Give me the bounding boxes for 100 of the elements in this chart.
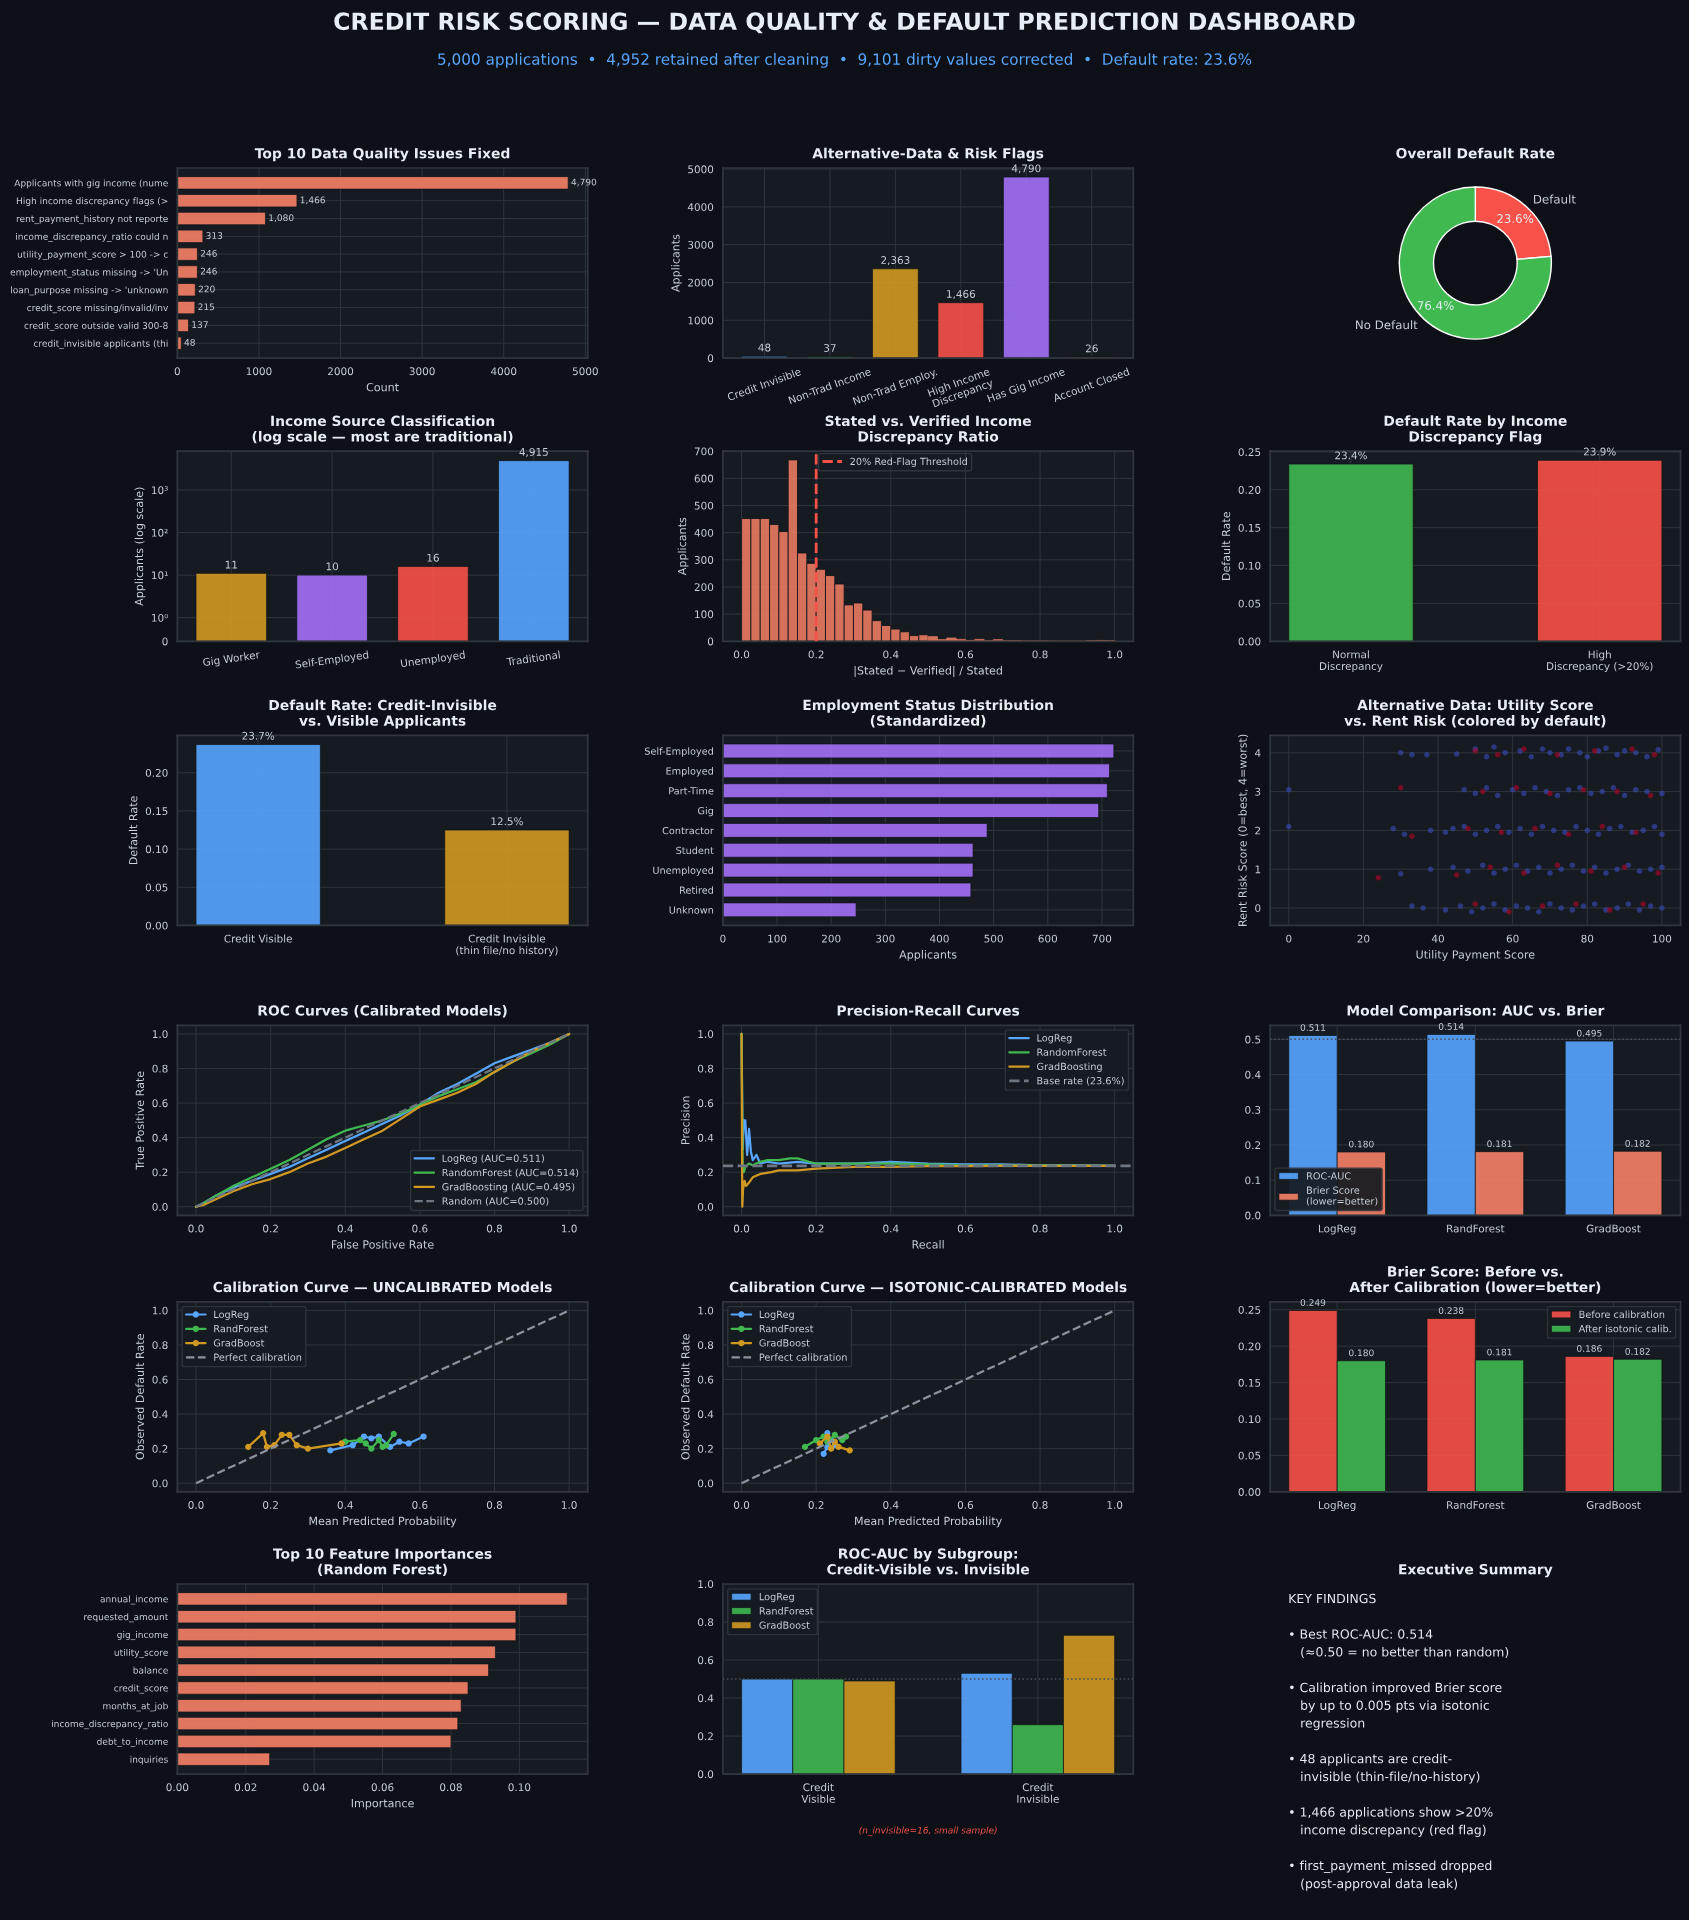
x-tick-label: 1.0: [1107, 1501, 1123, 1509]
data-label: 0.238: [1438, 1307, 1464, 1314]
y-axis-title: Precision: [680, 1096, 690, 1145]
y-tick-label: 1.0: [698, 1306, 714, 1315]
y-tick-label: 1.0: [152, 1030, 168, 1039]
x-tick-label: 0.0: [733, 650, 750, 659]
x-tick-label: 0.0: [188, 1501, 204, 1509]
y-tick-label: 400: [694, 528, 714, 537]
data-label: 16: [427, 553, 439, 562]
legend-label: LogReg: [1037, 1034, 1072, 1044]
y-tick-label: 0.25: [1238, 1306, 1261, 1314]
data-label: 0.514: [1438, 1023, 1464, 1030]
text: 5,000 applications • 4,952 retained after cleaning • 9,101 dirty values corrected • Default rate: 23.6%: [438, 53, 1252, 68]
legend-label: LogReg: [214, 1310, 249, 1320]
y-tick-label: 0.2: [697, 1444, 713, 1453]
y-tick-label: Part-Time: [669, 786, 714, 795]
y-tick-label: 0.3: [1245, 1105, 1261, 1114]
y-tick-label: 0.4: [152, 1410, 168, 1419]
chart-title: Model Comparison: AUC vs. Brier: [1347, 1005, 1605, 1019]
y-tick-label: 0.4: [1245, 1070, 1261, 1079]
data-label: 1,466: [947, 290, 976, 299]
chart-title: Precision-Recall Curves: [837, 1005, 1020, 1016]
y-tick-label: 10²: [152, 528, 168, 537]
y-tick-label: 4000: [687, 203, 714, 212]
data-label: 0.182: [1625, 1347, 1650, 1355]
y-tick-label: 0.05: [1238, 599, 1261, 608]
x-axis-title: Utility Payment Score: [1416, 950, 1535, 961]
data-label: 23.9%: [1583, 447, 1616, 456]
x-tick-label: 0.4: [883, 650, 899, 659]
y-tick-label: 0.8: [152, 1064, 168, 1073]
data-label: 220: [198, 285, 215, 293]
y-tick-label: 0.00: [1238, 1488, 1261, 1496]
legend-label: LogReg: [759, 1593, 794, 1603]
x-tick-label: 100: [768, 934, 787, 943]
x-axis-title: Applicants: [899, 950, 957, 961]
y-tick-label: 0.6: [152, 1375, 168, 1384]
y-axis-title: True Positive Rate: [135, 1071, 145, 1170]
chart-title: Stated vs. Verified Income Discrepancy Ratio: [825, 415, 1031, 445]
x-tick-label: Credit Invisible (thin file/no history): [456, 934, 558, 957]
y-axis-title: Default Rate: [128, 796, 138, 865]
data-label: 0.180: [1349, 1140, 1374, 1148]
y-axis-title: Observed Default Rate: [135, 1334, 145, 1460]
y-tick-label: 0: [1255, 904, 1261, 913]
data-label: 0.495: [1577, 1029, 1602, 1037]
y-tick-label: 600: [694, 474, 714, 483]
chart-title: Default Rate by Income Discrepancy Flag: [1384, 415, 1567, 445]
y-tick-label: income_discrepancy_ratio: [52, 1720, 168, 1730]
x-tick-label: 0.6: [412, 1501, 428, 1509]
x-tick-label: 0.4: [883, 1501, 899, 1509]
x-tick-label: 400: [930, 934, 949, 943]
y-tick-label: 0.10: [1238, 1415, 1261, 1424]
x-tick-label: 2000: [328, 367, 354, 376]
x-tick-label: 200: [822, 934, 841, 943]
text: • Calibration improved Brier score by up to 0.005 pts via isotonic regression: [1290, 1682, 1502, 1731]
y-tick-label: 0.05: [145, 883, 168, 892]
x-tick-label: 4000: [490, 367, 517, 376]
y-tick-label: balance: [133, 1666, 168, 1674]
data-label: 48: [184, 339, 195, 346]
y-tick-label: Unknown: [669, 906, 714, 914]
y-tick-label: 1.0: [698, 1030, 714, 1039]
legend-label: Perfect calibration: [214, 1353, 302, 1361]
data-label: 11: [225, 560, 237, 569]
y-tick-label: 0.0: [697, 1479, 714, 1488]
y-tick-label: 0.15: [1238, 523, 1261, 532]
x-tick-label: Traditional: [506, 650, 561, 666]
x-tick-label: 0.6: [957, 1224, 974, 1233]
x-tick-label: 0: [1286, 934, 1292, 943]
x-tick-label: 5000: [572, 367, 598, 376]
x-tick-label: 0.2: [808, 650, 824, 659]
legend-label: Perfect calibration: [759, 1353, 847, 1361]
y-axis-title: Rent Risk Score (0=best, 4=worst): [1238, 734, 1249, 926]
y-tick-label: 0.6: [152, 1099, 168, 1108]
x-tick-label: Unemployed: [400, 650, 466, 670]
x-tick-label: Credit Visible: [801, 1783, 835, 1803]
chart-title: Top 10 Feature Importances (Random Forest): [272, 1548, 492, 1577]
y-tick-label: 3000: [688, 240, 714, 249]
y-tick-label: 0.20: [145, 768, 168, 777]
y-tick-label: 5000: [688, 165, 714, 174]
y-tick-label: 0.2: [697, 1168, 713, 1177]
data-label: 0.182: [1625, 1139, 1650, 1147]
y-tick-label: credit_score missing/invalid/inv: [27, 304, 169, 314]
x-tick-label: 500: [984, 934, 1003, 943]
legend-label: ROC-AUC: [1307, 1172, 1351, 1180]
x-tick-label: GradBoost: [1586, 1500, 1641, 1509]
x-tick-label: Credit Visible: [224, 934, 292, 943]
y-tick-label: 0.0: [1245, 1211, 1261, 1220]
y-tick-label: Retired: [680, 886, 713, 894]
ref-line-label: 20% Red-Flag Threshold: [850, 457, 967, 467]
y-axis-title: Observed Default Rate: [680, 1334, 690, 1460]
y-tick-label: 0.4: [697, 1694, 714, 1703]
data-label: 4,915: [519, 447, 548, 457]
chart-title: Alternative-Data & Risk Flags: [812, 147, 1044, 162]
y-tick-label: employment_status missing -> 'Un: [10, 268, 168, 278]
y-tick-label: 0.6: [697, 1099, 714, 1108]
y-tick-label: 0.8: [697, 1618, 714, 1627]
x-axis-title: Mean Predicted Probability: [309, 1516, 457, 1528]
data-label: 0.249: [1300, 1299, 1326, 1306]
x-tick-label: 0.8: [1032, 650, 1048, 659]
text: • 1,466 applications show >20% income discrepancy (red flag): [1290, 1807, 1493, 1837]
y-tick-label: 0.15: [1238, 1378, 1261, 1387]
